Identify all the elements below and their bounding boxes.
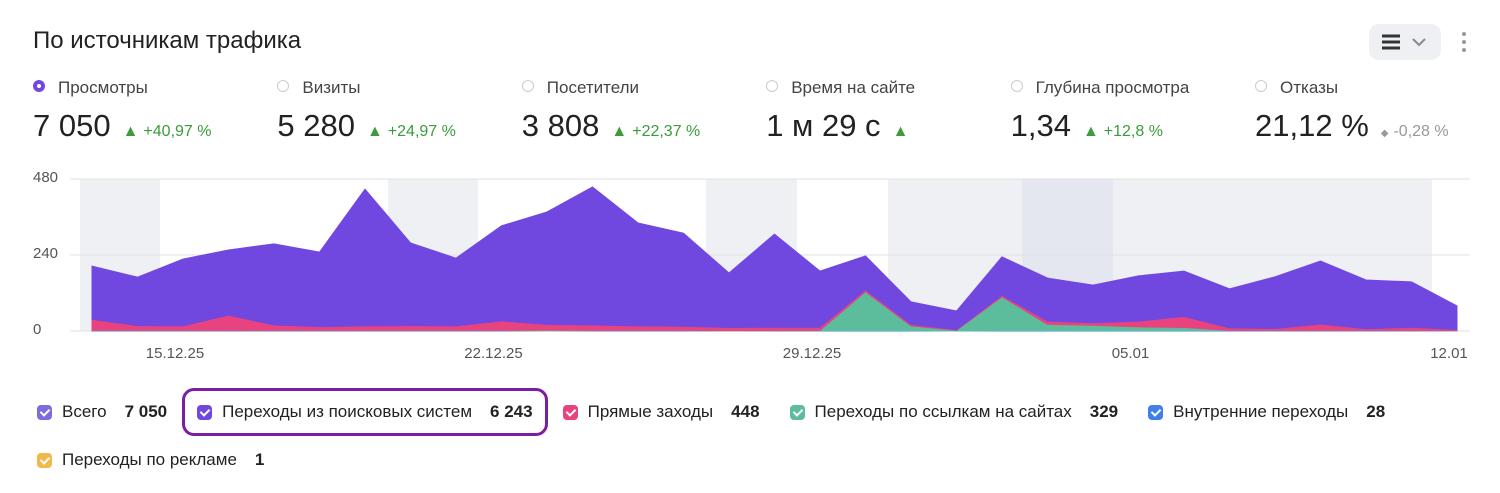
metric-change: ▲ +12,8 % [1083,123,1163,141]
metric[interactable]: Визиты 5 280 ▲ +24,97 % [277,78,517,144]
metric[interactable]: Просмотры 7 050 ▲ +40,97 % [33,78,273,144]
legend-name: Прямые заходы [587,402,714,421]
metric-row: 21,12 % ◆ -0,28 % [1255,108,1495,144]
radio[interactable] [1010,80,1023,92]
legend-item[interactable]: Всего 7 050 [22,388,182,436]
radio[interactable] [33,80,45,92]
metric-value: 3 808 [521,108,600,143]
legend-total: 329 [1089,402,1119,421]
metric-change: ▲ +40,97 % [123,123,212,141]
legend-item[interactable]: Переходы по рекламе 1 [22,436,279,484]
legend-name: Внутренние переходы [1173,402,1349,421]
legend-total: 28 [1366,402,1386,421]
legend-name: Переходы по рекламе [62,450,237,469]
trend-icon: ▲ [366,123,383,140]
menu[interactable] [1460,30,1468,59]
radio[interactable] [1255,80,1267,92]
metric-name: Посетители [546,78,640,97]
metric-row: 5 280 ▲ +24,97 % [277,108,517,144]
legend-name: Переходы по ссылкам на сайтах [814,402,1072,421]
trend-icon: ◆ [1380,128,1389,139]
change-value: +24,97 % [387,123,456,140]
metric-value: 21,12 % [1255,108,1369,143]
x-tick-label: 12.01 [1430,345,1468,362]
metric[interactable]: Глубина просмотра 1,34 ▲ +12,8 % [1010,78,1251,144]
metric-change: ▲ +24,97 % [367,123,456,141]
metric-value: 7 050 [33,108,111,143]
y-tick-label: 0 [33,321,41,338]
x-tick-label: 15.12.25 [146,345,204,362]
change-value: +22,37 % [632,123,701,140]
legend-item[interactable]: Переходы по ссылкам на сайтах 329 [775,388,1134,436]
legend-checkbox[interactable] [37,452,52,468]
metric-name: Отказы [1280,78,1339,97]
metric-change: ▲ +22,37 % [611,123,700,141]
legend-checkbox[interactable] [37,404,52,420]
metric-row: 1 м 29 с ▲ [766,108,1006,144]
trend-icon: ▲ [122,123,139,140]
legend-total: 448 [731,402,760,421]
metric-label: Визиты [277,78,517,98]
legend-total: 6 243 [490,402,533,421]
chart: 0 240 480 15.12.25 22.12.25 29.12.25 05.01 12.0… [33,169,1470,362]
metric-label: Посетители [521,78,762,98]
metric-label: Глубина просмотра [1010,78,1251,98]
change-value: +40,97 % [143,123,212,140]
x-tick-label: 05.01 [1112,345,1150,362]
legend-total: 1 [254,450,265,469]
metric-label: Время на сайте [766,78,1006,98]
radio[interactable] [521,80,534,92]
x-tick-label: 29.12.25 [783,345,841,362]
trend-icon: ▲ [1082,123,1099,140]
legend-item[interactable]: Внутренние переходы 28 [1133,388,1400,436]
metric-label: Просмотры [33,78,273,98]
widget-title: По источникам трафика [33,27,302,54]
metric-value: 1,34 [1010,108,1071,143]
metric-change: ▲ [893,123,914,141]
legend: Всего 7 050 Переходы из поисковых систем 6 … [22,388,1482,484]
metric-name: Время на сайте [791,78,916,97]
metric-row: 3 808 ▲ +22,37 % [522,108,762,144]
metric-row: 7 050 ▲ +40,97 % [33,108,273,144]
x-tick-label: 22.12.25 [464,345,522,362]
legend-item[interactable]: Прямые заходы 448 [548,388,775,436]
legend-name: Всего [62,402,107,421]
legend-name: Переходы из поисковых систем [222,402,473,421]
metric-label: Отказы [1255,78,1495,98]
metric-name: Визиты [302,78,361,97]
metric-name: Просмотры [58,78,148,97]
metric[interactable]: Время на сайте 1 м 29 с ▲ [766,78,1006,144]
view-icon [1382,34,1426,50]
legend-total: 7 050 [124,402,168,421]
y-tick-label: 480 [33,169,58,186]
metric[interactable]: Посетители 3 808 ▲ +22,37 % [521,78,762,144]
radio[interactable] [766,80,779,92]
legend-checkbox[interactable] [197,404,213,420]
metric-name: Глубина просмотра [1035,78,1190,97]
legend-checkbox[interactable] [562,404,578,420]
trend-icon: ▲ [611,123,628,140]
legend-item[interactable]: Переходы из поисковых систем 6 243 [182,388,548,436]
menu-icon [1462,32,1466,52]
metric-change: ◆ -0,28 % [1381,123,1449,141]
metric-value: 5 280 [277,108,355,143]
y-tick-label: 240 [33,245,58,262]
metric[interactable]: Отказы 21,12 % ◆ -0,28 % [1255,78,1495,144]
change-value: +12,8 % [1103,123,1163,140]
metric-row: 1,34 ▲ +12,8 % [1011,108,1251,144]
trend-icon: ▲ [892,123,909,140]
legend-checkbox[interactable] [1148,404,1164,420]
view-switch[interactable] [1369,24,1441,60]
metric-value: 1 м 29 с [766,108,881,143]
area [91,186,1458,331]
legend-checkbox[interactable] [789,404,805,420]
radio[interactable] [277,80,290,92]
change-value: -0,28 % [1393,123,1449,140]
